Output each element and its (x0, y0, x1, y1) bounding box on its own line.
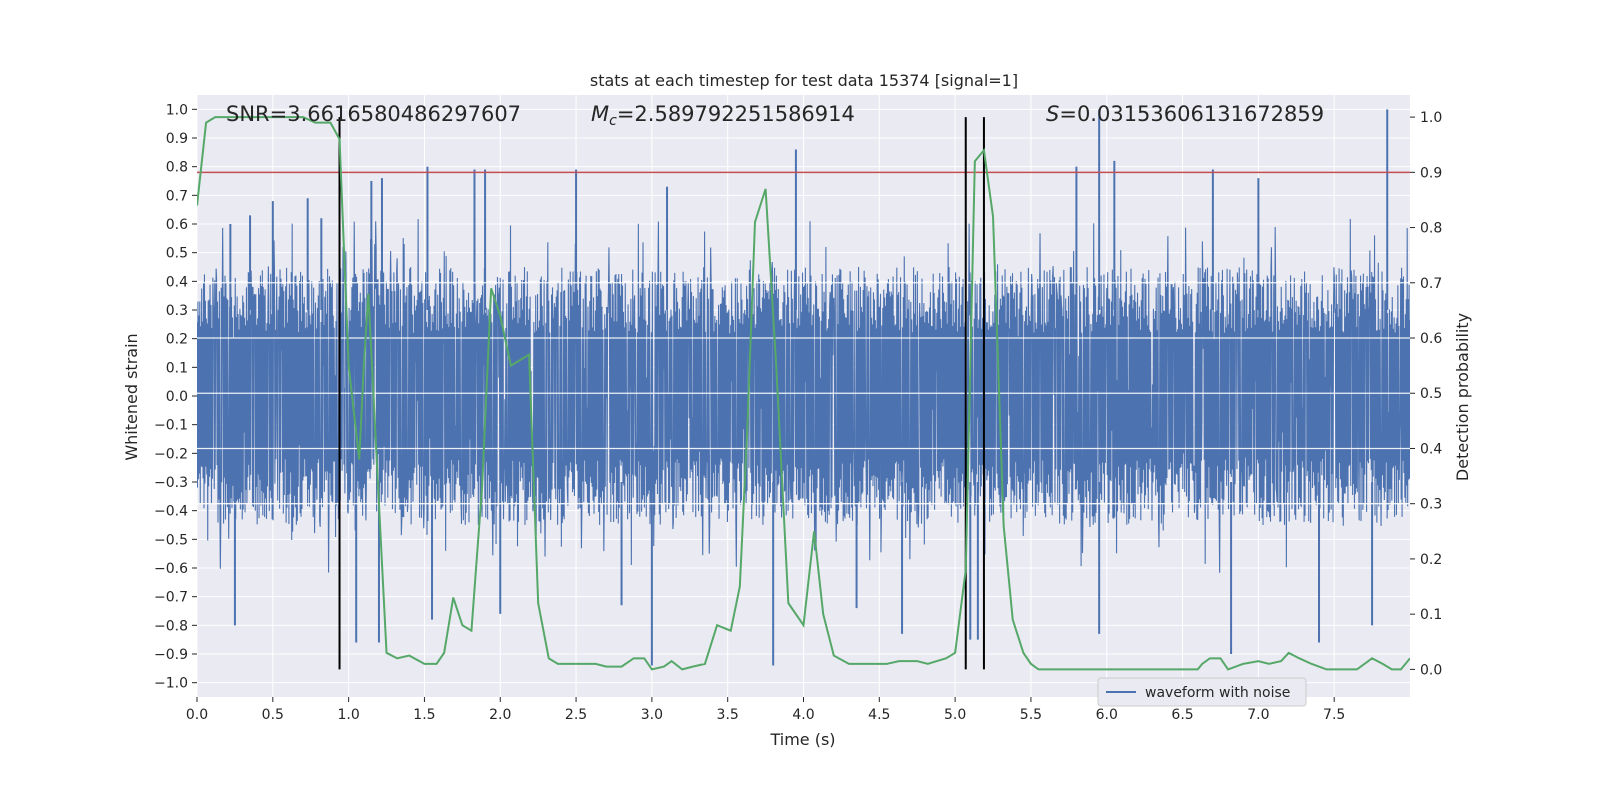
mc-subscript: c (609, 113, 617, 129)
legend-entry-waveform: waveform with noise (1145, 685, 1290, 701)
y-axis-ticks: 1.0 0.9 0.8 0.7 0.6 0.5 0.4 0.3 0.2 0.1 0.0 −0.1 −0.… (154, 102, 197, 692)
y2-tick-label: 1.0 (1420, 110, 1442, 126)
y-tick-label: −0.7 (154, 590, 188, 606)
x-axis-label: Time (s) (769, 730, 835, 749)
x-tick-label: 6.5 (1171, 707, 1193, 723)
x-axis-ticks: 0.0 0.5 1.0 1.5 2.0 2.5 3.0 3.5 4.0 4.5 5.0 5.5 6.0 6… (186, 697, 1345, 723)
y2-tick-label: 0.4 (1420, 441, 1442, 457)
y-tick-label: −0.2 (154, 446, 188, 462)
y2-tick-label: 0.7 (1420, 276, 1442, 292)
y-tick-label: −0.4 (154, 504, 188, 520)
y-tick-label: 0.6 (166, 217, 188, 233)
s-annotation: S=0.03153606131672859 (1046, 102, 1324, 126)
y2-tick-label: 0.8 (1420, 221, 1442, 237)
mc-annotation: Mc=2.589792251586914 (591, 102, 855, 129)
y2-tick-label: 0.9 (1420, 165, 1442, 181)
x-tick-label: 2.0 (489, 707, 511, 723)
y-tick-label: −0.1 (154, 418, 188, 434)
y-tick-label: 0.9 (166, 131, 188, 147)
y2-tick-label: 0.5 (1420, 386, 1442, 402)
y-axis-label: Whitened strain (122, 333, 141, 460)
y2-tick-label: 0.0 (1420, 662, 1442, 678)
x-tick-label: 5.0 (944, 707, 966, 723)
chart-title: stats at each timestep for test data 153… (590, 71, 1018, 90)
x-tick-label: 0.0 (186, 707, 208, 723)
y-tick-label: 0.5 (166, 246, 188, 262)
mc-symbol: M (591, 102, 609, 126)
x-tick-label: 7.0 (1247, 707, 1269, 723)
legend: waveform with noise (1097, 677, 1307, 707)
snr-annotation: SNR=3.6616580486297607 (226, 102, 521, 126)
y-tick-label: −0.3 (154, 475, 188, 491)
x-tick-label: 3.0 (641, 707, 663, 723)
y2-tick-label: 0.1 (1420, 607, 1442, 623)
y-tick-label: −0.5 (154, 532, 188, 548)
y2-tick-label: 0.3 (1420, 497, 1442, 513)
y-tick-label: 0.3 (166, 303, 188, 319)
y2-tick-label: 0.6 (1420, 331, 1442, 347)
y-tick-label: −0.9 (154, 647, 188, 663)
x-tick-label: 0.5 (262, 707, 284, 723)
x-tick-label: 1.5 (413, 707, 435, 723)
y-tick-label: 0.8 (166, 160, 188, 176)
series-waveform-with-noise (197, 109, 1410, 666)
waveform-noise-trace (197, 218, 1410, 573)
y-tick-label: 1.0 (166, 102, 188, 118)
y-tick-label: 0.2 (166, 332, 188, 348)
x-tick-label: 2.5 (565, 707, 587, 723)
y2-axis-ticks: 1.0 0.9 0.8 0.7 0.6 0.5 0.4 0.3 0.2 0.1 0.0 (1410, 110, 1442, 678)
s-symbol: S (1046, 102, 1059, 126)
x-tick-label: 4.0 (792, 707, 814, 723)
y2-tick-label: 0.2 (1420, 552, 1442, 568)
y-tick-label: 0.7 (166, 188, 188, 204)
detection-probability-line (197, 116, 1410, 671)
y-tick-label: 0.0 (166, 389, 188, 405)
x-tick-label: 6.0 (1096, 707, 1118, 723)
mc-value: =2.589792251586914 (617, 102, 855, 126)
y-tick-label: −1.0 (154, 676, 188, 692)
series-detection-probability (197, 116, 1410, 671)
y-tick-label: 0.1 (166, 360, 188, 376)
x-tick-label: 7.5 (1323, 707, 1345, 723)
overlays (197, 117, 1410, 670)
y-tick-label: −0.8 (154, 618, 188, 634)
x-tick-label: 5.5 (1020, 707, 1042, 723)
x-tick-label: 4.5 (868, 707, 890, 723)
y2-axis-label: Detection probability (1453, 313, 1472, 481)
x-tick-label: 3.5 (717, 707, 739, 723)
y-tick-label: 0.4 (166, 274, 188, 290)
y-tick-label: −0.6 (154, 561, 188, 577)
x-tick-label: 1.0 (337, 707, 359, 723)
s-value: =0.03153606131672859 (1059, 102, 1324, 126)
